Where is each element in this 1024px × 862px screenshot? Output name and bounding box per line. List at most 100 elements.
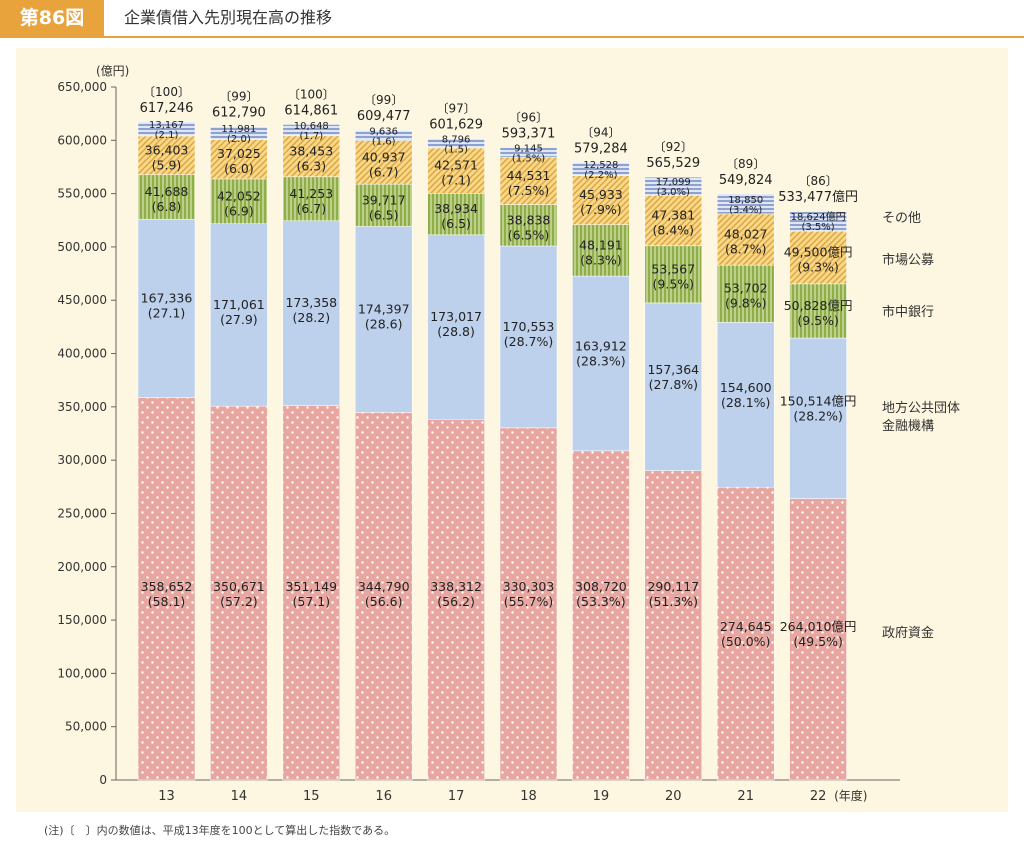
x-tick-label: 18 [520, 789, 537, 804]
y-tick-label: 450,000 [57, 293, 107, 307]
total-label: 565,529 [646, 156, 700, 171]
bar-segment-chihou [644, 302, 703, 471]
bar-segment-shichu [354, 183, 413, 227]
data-label-chihou: 173,017 [430, 309, 482, 324]
data-pct-other: (1.7) [299, 131, 323, 142]
data-label-seifu: 290,117 [647, 579, 699, 594]
bar-segment-shijo [789, 230, 847, 285]
bar-segment-shijo [210, 139, 268, 180]
x-tick-label: 15 [303, 789, 320, 804]
data-label-chihou: 170,553 [503, 319, 555, 334]
bar-segment-shijo [354, 140, 413, 185]
data-pct-chihou: (27.9) [220, 312, 258, 327]
data-label-shichu: 53,567 [651, 261, 695, 276]
x-tick-label: 16 [375, 789, 392, 804]
data-pct-shijo: (5.9) [152, 157, 182, 172]
data-pct-chihou: (27.8%) [649, 377, 698, 392]
data-label-other: 10,648 [294, 121, 329, 132]
y-tick-label: 600,000 [57, 133, 107, 147]
y-tick-label: 250,000 [57, 506, 107, 520]
data-pct-chihou: (28.1%) [721, 395, 770, 410]
data-pct-other: (1.5) [444, 144, 468, 155]
bar-segment-chihou [137, 218, 196, 398]
data-pct-other: (3.4%) [729, 205, 762, 216]
index-label: 〔100〕 [288, 87, 335, 101]
data-pct-shijo: (6.0) [224, 161, 254, 176]
data-label-shijo: 40,937 [362, 149, 406, 164]
data-label-chihou: 163,912 [575, 338, 627, 353]
bar-segment-shichu [789, 283, 847, 339]
data-label-other: 12,528 [583, 160, 618, 171]
data-label-other: 13,167 [149, 120, 184, 131]
bar-segment-other [354, 129, 413, 141]
bar-segment-chihou [499, 245, 558, 429]
y-tick-label: 650,000 [57, 80, 107, 94]
y-tick-label: 500,000 [57, 240, 107, 254]
data-pct-seifu: (58.1) [148, 594, 186, 609]
data-label-seifu: 350,671 [213, 579, 265, 594]
data-pct-shijo: (9.3%) [797, 259, 839, 274]
data-label-shijo: 37,025 [217, 146, 261, 161]
bar-segment-shijo [282, 135, 341, 178]
data-label-seifu: 264,010億円 [780, 619, 857, 634]
bar-segment-shichu [137, 174, 196, 220]
data-pct-seifu: (57.2) [220, 594, 258, 609]
bar-segment-chihou [572, 275, 630, 452]
bar-segment-seifu [716, 486, 775, 781]
data-pct-shijo: (8.4%) [653, 223, 695, 238]
total-label: 612,790 [212, 106, 266, 121]
bar-segment-other [716, 193, 775, 215]
data-label-shijo: 47,381 [651, 208, 695, 223]
data-pct-seifu: (57.1) [293, 594, 331, 609]
bar-segment-seifu [282, 405, 341, 781]
data-pct-shijo: (8.7%) [725, 242, 767, 257]
data-pct-chihou: (28.2) [293, 310, 331, 325]
bar-segment-seifu [572, 450, 630, 781]
data-pct-shijo: (7.5%) [508, 183, 550, 198]
data-pct-shichu: (9.5%) [797, 313, 839, 328]
data-label-shijo: 49,500億円 [784, 244, 853, 259]
data-pct-other: (3.0%) [657, 187, 690, 198]
data-label-other: 9,636 [369, 126, 398, 137]
total-label: 601,629 [429, 118, 483, 133]
footnote: (注)〔 〕内の数値は、平成13年度を100として算出した指数である。 [44, 824, 396, 837]
data-label-shijo: 48,027 [724, 227, 768, 242]
data-pct-chihou: (28.2%) [793, 408, 842, 423]
y-tick-label: 550,000 [57, 187, 107, 201]
total-label: 593,371 [502, 126, 556, 141]
data-label-seifu: 338,312 [430, 579, 482, 594]
y-tick-label: 100,000 [57, 666, 107, 680]
data-pct-shichu: (6.8) [152, 199, 182, 214]
bar-segment-seifu [789, 498, 847, 781]
legend-label: 市場公募 [882, 252, 934, 268]
bar-segment-shichu [427, 193, 485, 236]
data-pct-shijo: (7.1) [441, 173, 471, 188]
bar-segment-shichu [210, 178, 268, 225]
data-pct-other: (3.5%) [801, 222, 834, 233]
data-label-other: 8,796 [442, 134, 471, 145]
data-label-shichu: 53,702 [724, 281, 768, 296]
index-label: 〔99〕 [219, 90, 258, 104]
x-tick-label: 19 [593, 789, 610, 804]
bar-segment-seifu [210, 405, 268, 781]
total-label: 533,477億円 [778, 189, 858, 205]
x-tick-label: 20 [665, 789, 682, 804]
data-label-other: 11,981 [221, 124, 256, 135]
stacked-bar-chart: 0 50,000 100,000 150,000 200,000 250,000 300,0… [57, 64, 960, 804]
data-pct-seifu: (56.6) [365, 594, 403, 609]
data-label-shijo: 36,403 [145, 142, 189, 157]
bar-segment-shijo [716, 213, 775, 266]
bar-segment-shijo [572, 175, 630, 225]
data-pct-other: (2.2%) [584, 170, 617, 181]
data-label-chihou: 167,336 [141, 290, 193, 305]
index-label: 〔97〕 [436, 102, 475, 116]
index-label: 〔86〕 [798, 174, 837, 188]
data-label-shichu: 50,828億円 [784, 298, 853, 313]
data-pct-seifu: (50.0%) [721, 634, 770, 649]
data-pct-chihou: (27.1) [148, 305, 186, 320]
figure-number-badge: 第86図 [0, 0, 104, 36]
y-tick-label: 300,000 [57, 453, 107, 467]
data-pct-shichu: (6.9) [224, 203, 254, 218]
bar-segment-shichu [644, 245, 703, 304]
legend-label: その他 [882, 211, 921, 226]
